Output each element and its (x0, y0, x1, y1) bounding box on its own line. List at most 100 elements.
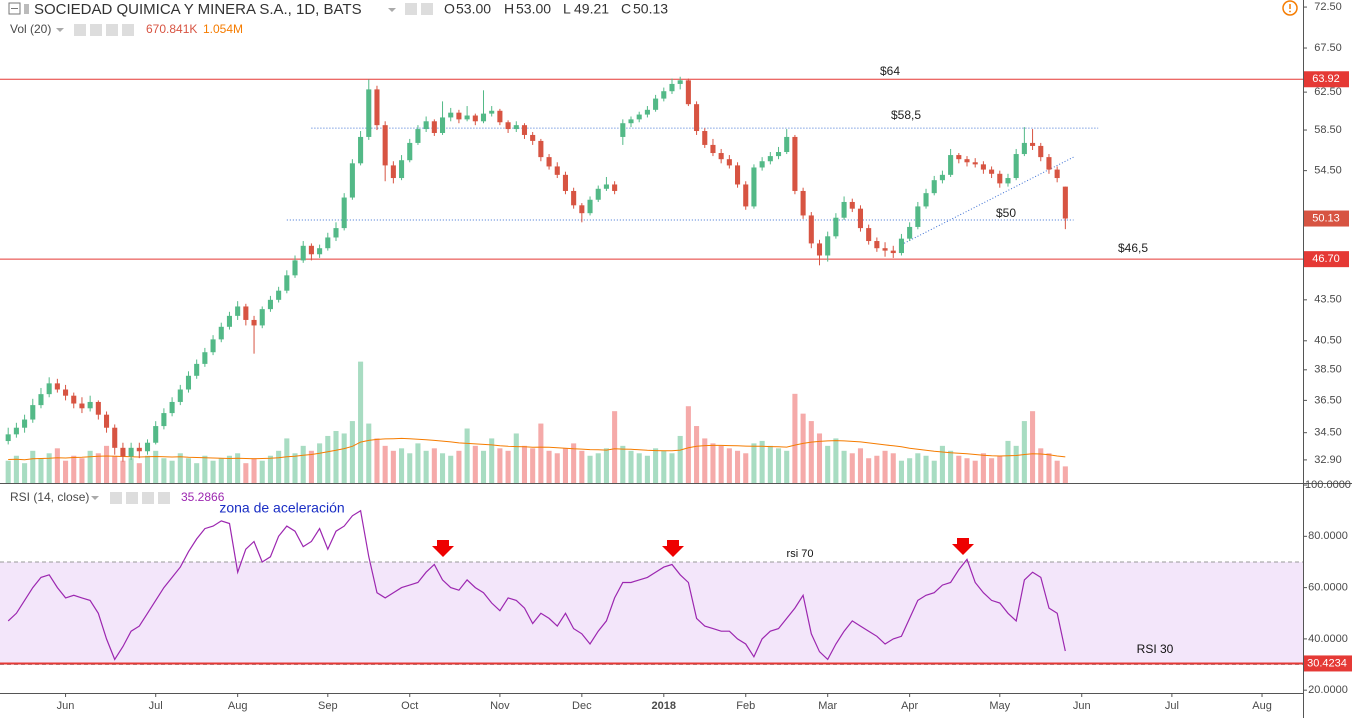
candle-body (997, 173, 1003, 184)
candle-body (144, 442, 151, 452)
x-tick-label: May (989, 700, 1010, 712)
x-tick-label: Aug (1252, 700, 1272, 712)
price-label-box (1304, 71, 1349, 88)
candle-body (226, 315, 232, 327)
candle-body (653, 98, 659, 110)
candle-body (816, 243, 823, 256)
candle-body (677, 80, 683, 84)
candle-body (95, 401, 101, 415)
volume-bar (759, 440, 765, 483)
collapse-button[interactable] (8, 2, 21, 15)
volume-bar (612, 411, 618, 483)
candle-body (185, 375, 192, 390)
candle-body (464, 115, 470, 120)
volume-bar (71, 455, 77, 483)
settings-button[interactable] (74, 24, 86, 36)
volume-bar (292, 453, 298, 483)
volume-bar (194, 463, 200, 483)
dropdown-arrow[interactable] (388, 8, 396, 12)
add-button[interactable] (142, 492, 154, 504)
candle-body (38, 394, 44, 406)
candle-body (882, 248, 888, 251)
x-tick-label: Jun (1073, 700, 1091, 712)
volume-bar (866, 458, 872, 483)
volume-bar (751, 443, 757, 483)
volume-bar (103, 445, 110, 483)
dropdown-arrow[interactable] (91, 496, 99, 500)
candle-body (308, 245, 314, 255)
candle-body (1054, 169, 1060, 179)
candle-body (128, 447, 134, 457)
candle-body (1062, 186, 1068, 219)
candle-body (415, 129, 421, 143)
candle-body (431, 121, 437, 133)
warning-icon[interactable] (1282, 0, 1298, 16)
volume-bar (890, 453, 896, 483)
candle-body (948, 155, 954, 175)
hide-button[interactable] (90, 24, 102, 36)
candle-body (1021, 142, 1027, 155)
rsi-annotation: RSI 30 (1137, 642, 1174, 656)
candle-body (54, 383, 60, 390)
volume-bar (702, 438, 708, 483)
volume-bar (1005, 440, 1011, 483)
dropdown-arrow[interactable] (56, 28, 64, 32)
candle-body (374, 89, 380, 126)
candle-body (341, 197, 347, 229)
volume-bar (571, 443, 577, 483)
more-button[interactable] (158, 492, 170, 504)
volume-bar (521, 445, 528, 483)
x-tick-label: Dec (572, 700, 592, 712)
x-tick-label: Mar (818, 700, 837, 712)
volume-bar (382, 445, 388, 483)
volume-bar (595, 453, 601, 483)
volume-bar (95, 453, 101, 483)
more-button[interactable] (122, 24, 134, 36)
add-button[interactable] (106, 24, 118, 36)
candle-body (1038, 145, 1044, 158)
volume-bar (907, 458, 913, 483)
volume-bar (546, 450, 552, 483)
volume-bar (923, 455, 929, 483)
candle-body (5, 434, 11, 442)
volume-bar (317, 443, 323, 483)
y-tick-label: 72.50 (1314, 1, 1342, 13)
volume-bar (849, 453, 855, 483)
volume-bar (956, 455, 962, 483)
volume-bar (46, 453, 52, 483)
rsi-y-tick-label: 100.0000 (1305, 479, 1351, 491)
volume-bar (243, 463, 249, 483)
candle-body (669, 83, 675, 92)
candle-body (71, 395, 77, 404)
candle-body (603, 184, 609, 189)
hide-button[interactable] (126, 492, 138, 504)
settings-button[interactable] (405, 3, 417, 15)
volume-bar (653, 448, 659, 483)
hide-button[interactable] (421, 3, 433, 15)
volume-bar (251, 458, 257, 483)
candle-body (661, 91, 667, 99)
volume-bar (800, 413, 806, 483)
candle-body (562, 174, 568, 191)
volume-bar (267, 455, 273, 483)
candle-body (857, 208, 864, 229)
candle-body (808, 215, 814, 244)
candle-body (972, 162, 978, 165)
volume-bar (325, 435, 331, 483)
volume-bar (825, 445, 831, 483)
y-tick-label: 43.50 (1314, 294, 1342, 306)
volume-bar (554, 453, 560, 483)
settings-button[interactable] (110, 492, 122, 504)
candle-body (530, 134, 536, 141)
candle-body (399, 160, 405, 179)
candle-body (349, 163, 355, 198)
rsi-title: RSI (14, close) (10, 490, 89, 504)
volume-bar (399, 448, 405, 483)
y-tick-label: 36.50 (1314, 394, 1342, 406)
volume-bar (308, 450, 314, 483)
volume-bar (948, 450, 954, 483)
trend-line (901, 156, 1074, 246)
ohlc-prefix: H (504, 1, 514, 17)
candle-body (177, 389, 183, 402)
candle-body (456, 112, 462, 120)
